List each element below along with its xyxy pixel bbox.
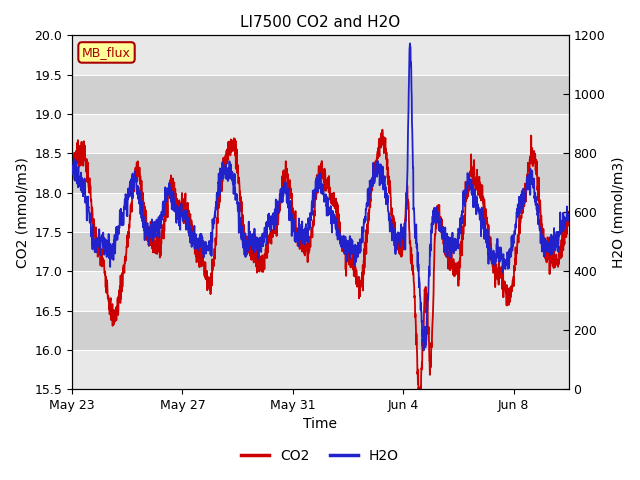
X-axis label: Time: Time <box>303 418 337 432</box>
Bar <box>72 311 569 350</box>
Bar <box>72 192 569 232</box>
Bar <box>72 75 569 114</box>
Text: MB_flux: MB_flux <box>82 46 131 59</box>
Bar <box>72 153 569 192</box>
Bar <box>72 350 569 389</box>
Bar <box>72 114 569 153</box>
Bar <box>72 36 569 75</box>
Legend: CO2, H2O: CO2, H2O <box>236 443 404 468</box>
Y-axis label: H2O (mmol/m3): H2O (mmol/m3) <box>611 156 625 268</box>
Title: LI7500 CO2 and H2O: LI7500 CO2 and H2O <box>240 15 401 30</box>
Bar <box>72 271 569 311</box>
Bar <box>72 232 569 271</box>
Y-axis label: CO2 (mmol/m3): CO2 (mmol/m3) <box>15 157 29 268</box>
